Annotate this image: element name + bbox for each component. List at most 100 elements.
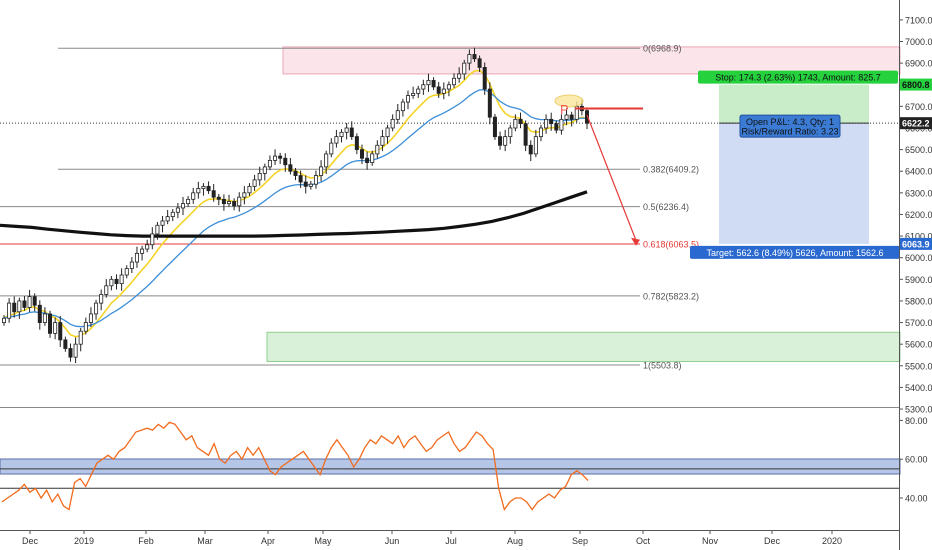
time-tick-label: Sep [572,536,588,546]
candle-body [298,175,303,183]
arrow-head [631,237,640,246]
candle-body [400,101,405,112]
time-tick-label: Dec [764,536,781,546]
candle-body [344,127,349,133]
candle-body [487,88,492,118]
candle-body [191,192,196,200]
candle-body [73,343,78,358]
candle-body [221,198,226,205]
time-tick-label: 2020 [822,536,842,546]
entry-price-label-bg [900,117,932,130]
candle-body [53,322,58,334]
candle-body [390,118,395,129]
stop-label-text: Stop: 174.3 (2.63%) 1743, Amount: 825.7 [715,73,881,83]
candle-body [492,116,497,138]
candle-body [446,84,451,90]
candle-body [7,302,12,319]
candle-body [83,322,88,332]
candle-body [237,196,242,207]
candle-body [170,211,175,218]
candle-body [273,155,278,161]
candle-body [303,181,308,187]
candle-body [63,339,68,349]
candle-body [140,248,145,254]
candle-body [395,110,400,120]
candle-body [2,317,7,323]
stop-label-box [698,70,898,84]
candle-body [129,261,134,269]
price-tick-label: 6200.0 [905,210,932,220]
pl-label-text: Open P&L: 4.3, Qty: 1 [746,117,834,127]
candle-body [27,296,32,308]
candle-body [42,313,47,323]
price-tick-label: 6400.0 [905,167,932,177]
candle-body [467,54,472,64]
candle-body [528,144,533,155]
candle-body [155,224,160,235]
price-tick-label: 5800.0 [905,296,932,306]
rsi-line [1,421,589,512]
rsi-band [0,458,901,475]
rsi-axis: 80.00 60.00 40.00 [899,416,928,504]
candle-body [416,88,421,94]
fib-label: 0.782(5823.2) [643,291,699,301]
price-axis: 7100.07000.06900.06800.06700.06600.06500… [899,15,932,415]
candle-body [421,84,426,90]
candle-body [262,166,267,174]
pl-label-text: Risk/Reward Ratio: 3.23 [741,127,838,137]
price-tick-label: 5900.0 [905,275,932,285]
price-labels: 6800.8 6622.2 6063.9 [900,78,932,250]
candle-body [559,118,564,131]
candle-body [22,300,27,308]
candle-body [283,157,288,166]
candle-body [88,313,93,323]
price-tick-label: 5500.0 [905,361,932,371]
candle-body [288,164,293,172]
candle-body [329,142,334,155]
time-tick-label: Jul [445,536,457,546]
price-tick-label: 7000.0 [905,37,932,47]
candle-body [349,127,354,138]
candle-body [477,58,482,68]
candle-body [313,175,318,185]
rsi-tick-label: 40.00 [905,494,928,504]
rsi-tick-label: 60.00 [905,455,928,465]
rsi-panel [0,421,900,512]
candle-body [452,77,457,86]
candle-body [436,86,441,94]
time-tick-label: May [314,536,332,546]
sma200-line [0,190,588,238]
candle-body [503,136,508,146]
candle-body [472,54,477,60]
candle-body [206,185,211,192]
supply-zone [282,46,901,75]
candle-body [523,123,528,146]
candle-body [385,127,390,138]
time-tick-label: Feb [138,536,154,546]
demand-zone [266,331,901,362]
candle-body [227,201,232,205]
candle-body [441,88,446,94]
candle-body [145,244,150,250]
candle-body [99,294,104,304]
price-tick-label: 5600.0 [905,340,932,350]
candle-body [252,179,257,187]
candle-body [508,127,513,138]
time-tick-label: Oct [636,536,651,546]
candle-body [78,330,83,345]
time-tick-label: Dec [22,536,39,546]
candle-body [498,136,503,146]
candle-body [411,92,416,96]
candle-body [232,201,237,207]
stop-price-label-bg [900,78,932,91]
zones-layer [266,46,901,362]
price-tick-label: 6700.0 [905,102,932,112]
slow-ma-line [3,89,588,328]
candle-body [513,118,518,129]
candle-body [370,153,375,163]
pl-label-box [739,114,841,138]
candle-body [308,183,313,187]
candle-body [114,278,119,285]
candle-body [462,62,467,75]
fib-label: 0.382(6409.2) [643,165,699,175]
